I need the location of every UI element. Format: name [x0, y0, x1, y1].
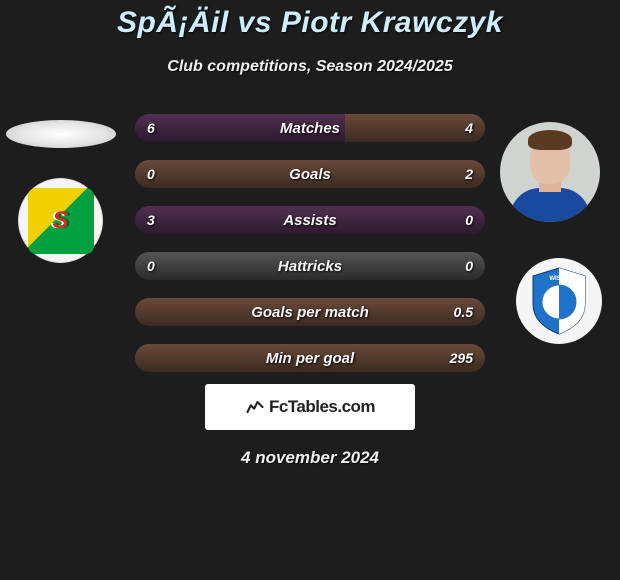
stat-row: 6Matches4	[135, 114, 485, 142]
stat-label: Matches	[135, 114, 485, 142]
stat-value-right: 295	[450, 344, 473, 372]
stat-row: 0Goals2	[135, 160, 485, 188]
stat-label: Hattricks	[135, 252, 485, 280]
stat-label: Min per goal	[135, 344, 485, 372]
footer-brand-text: FcTables.com	[269, 397, 375, 417]
stat-value-right: 2	[465, 160, 473, 188]
stat-value-right: 0.5	[454, 298, 473, 326]
fctables-icon	[245, 397, 265, 417]
page-title: SpÃ¡Äil vs Piotr Krawczyk	[0, 0, 620, 40]
stat-value-right: 4	[465, 114, 473, 142]
stat-row: 0Hattricks0	[135, 252, 485, 280]
stats-area: 6Matches40Goals23Assists00Hattricks0Goal…	[0, 114, 620, 374]
stat-label: Goals	[135, 160, 485, 188]
stat-row: Min per goal295	[135, 344, 485, 372]
stat-value-right: 0	[465, 206, 473, 234]
stat-bars: 6Matches40Goals23Assists00Hattricks0Goal…	[135, 114, 485, 390]
subtitle: Club competitions, Season 2024/2025	[0, 58, 620, 76]
stat-row: Goals per match0.5	[135, 298, 485, 326]
stat-label: Assists	[135, 206, 485, 234]
stat-value-right: 0	[465, 252, 473, 280]
stat-row: 3Assists0	[135, 206, 485, 234]
stat-label: Goals per match	[135, 298, 485, 326]
date-text: 4 november 2024	[0, 448, 620, 468]
footer-brand-badge: FcTables.com	[205, 384, 415, 430]
